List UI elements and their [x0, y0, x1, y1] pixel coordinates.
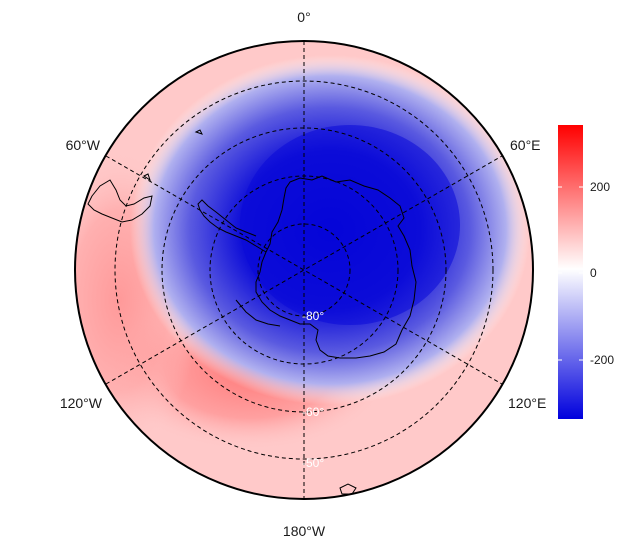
- colorbar-tick-minus200: -200: [590, 353, 614, 367]
- lon-label-0: 0°: [297, 9, 310, 25]
- ross-ice-shelf: [235, 299, 281, 327]
- colorbar-tick-0: 0: [590, 266, 597, 280]
- longitude-graticule: [105, 41, 503, 499]
- colorbar: 200 0 -200: [558, 125, 614, 419]
- map-border: [74, 40, 534, 500]
- lat-label-80: -80°: [302, 309, 324, 323]
- lon-label-60e: 60°E: [510, 137, 541, 153]
- lat-label-60: -60°: [302, 405, 324, 419]
- lon-label-120w: 120°W: [60, 395, 103, 411]
- antarctic-peninsula: [197, 199, 267, 253]
- islands: [143, 129, 357, 495]
- lat-label-50: -50°: [302, 456, 324, 470]
- antarctica-coastline: [255, 175, 417, 359]
- lon-label-180w: 180°W: [283, 523, 326, 539]
- lon-label-120e: 120°E: [508, 395, 546, 411]
- lon-label-60w: 60°W: [66, 137, 101, 153]
- colorbar-tick-200: 200: [590, 180, 610, 194]
- south-america-tip: [87, 179, 153, 223]
- colorbar-gradient: [558, 125, 583, 419]
